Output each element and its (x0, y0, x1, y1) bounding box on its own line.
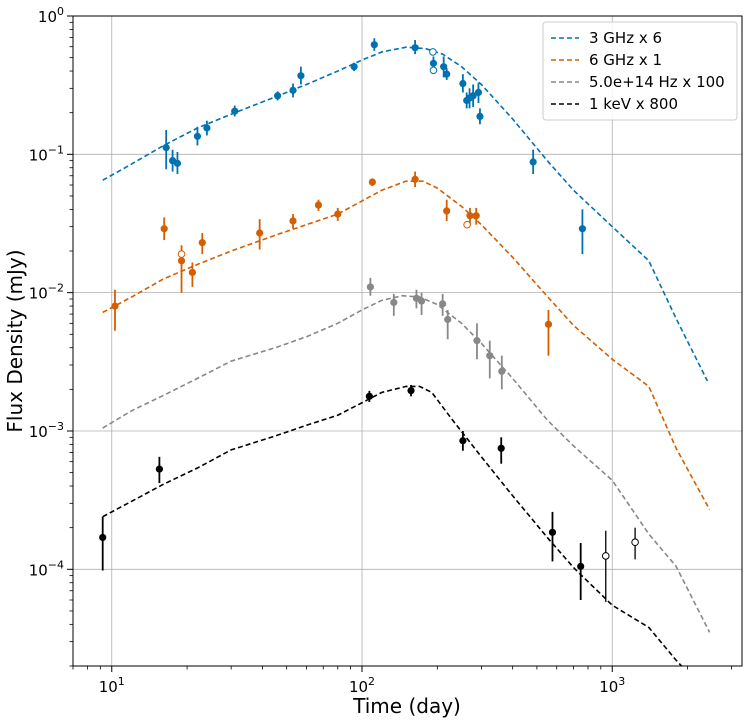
data-point (177, 257, 186, 265)
data-point (188, 268, 196, 277)
data-point (407, 386, 415, 395)
y-tick-label: 100 (38, 5, 64, 26)
y-tick-label: 10−4 (29, 558, 64, 579)
legend-box (542, 21, 738, 121)
data-point (497, 444, 505, 452)
data-point (443, 70, 451, 78)
data-point (297, 72, 305, 80)
data-point (417, 297, 426, 305)
x-axis-label: Time (day) (352, 694, 461, 718)
series-1 (102, 38, 709, 382)
open-data-point (429, 48, 437, 56)
y-axis-label: Flux Density (mJy) (3, 249, 27, 432)
data-point (577, 562, 585, 570)
open-data-point (177, 250, 186, 258)
grid (73, 15, 742, 666)
legend-label: 1 keV x 800 (589, 95, 678, 113)
legend-label: 6 GHz x 1 (589, 51, 662, 69)
legend: 3 GHz x 6 6 GHz x 1 5.0e+14 Hz x 100 1 keV … (542, 21, 738, 121)
data-point (198, 239, 206, 247)
data-point (411, 175, 419, 183)
data-point (193, 132, 202, 140)
data-point (486, 352, 494, 360)
model-line (102, 180, 711, 511)
data-point (466, 212, 474, 220)
data-point (203, 124, 211, 132)
data-point (498, 367, 506, 375)
data-point (99, 533, 107, 542)
legend-label: 3 GHz x 6 (589, 29, 662, 47)
data-point (365, 392, 373, 400)
data-point (155, 465, 163, 473)
data-point (548, 528, 557, 536)
data-point (529, 158, 537, 166)
data-point (350, 63, 358, 71)
x-tick-label: 102 (349, 675, 375, 696)
y-tick-label: 10−3 (29, 420, 64, 441)
data-point (439, 300, 447, 308)
data-point (368, 178, 376, 186)
data-point (274, 92, 282, 100)
data-point (289, 86, 297, 94)
series-2 (102, 171, 711, 511)
data-point (366, 283, 374, 291)
model-line (102, 46, 709, 382)
y-tick-label: 10−2 (29, 282, 64, 303)
model-line (102, 294, 711, 633)
axis-ticks: 101 102 103 10−4 10−3 10−2 10−1 100 (29, 5, 733, 696)
data-point (289, 217, 297, 225)
data-point (370, 41, 378, 49)
series-3 (102, 277, 711, 633)
data-point (473, 337, 481, 345)
data-point (111, 302, 119, 310)
x-tick-label: 101 (99, 675, 125, 696)
x-tick-label: 103 (599, 675, 625, 696)
data-point (469, 92, 477, 100)
plot-area (99, 38, 711, 666)
legend-label: 5.0e+14 Hz x 100 (589, 73, 725, 91)
data-point (476, 112, 484, 121)
data-point (578, 225, 587, 233)
data-point (390, 298, 398, 307)
y-tick-label: 10−1 (29, 143, 64, 164)
plot-frame (72, 15, 743, 667)
data-point (440, 63, 448, 71)
data-point (443, 207, 451, 215)
data-point (459, 79, 467, 88)
open-data-point (429, 66, 438, 75)
open-data-point (463, 220, 471, 229)
data-point (162, 143, 170, 152)
model-line (102, 385, 683, 666)
data-point (411, 44, 419, 52)
data-point (314, 201, 323, 209)
data-point (231, 107, 239, 115)
data-point (173, 159, 182, 167)
data-point (256, 229, 264, 237)
data-point (334, 210, 342, 218)
open-data-point (601, 552, 610, 560)
series-4 (99, 384, 683, 666)
data-point (444, 315, 452, 324)
data-point (160, 225, 168, 233)
data-point (459, 437, 467, 445)
data-point (544, 320, 553, 328)
open-data-point (631, 538, 639, 547)
data-point (429, 59, 438, 67)
data-point (472, 212, 480, 220)
data-point (474, 88, 483, 97)
